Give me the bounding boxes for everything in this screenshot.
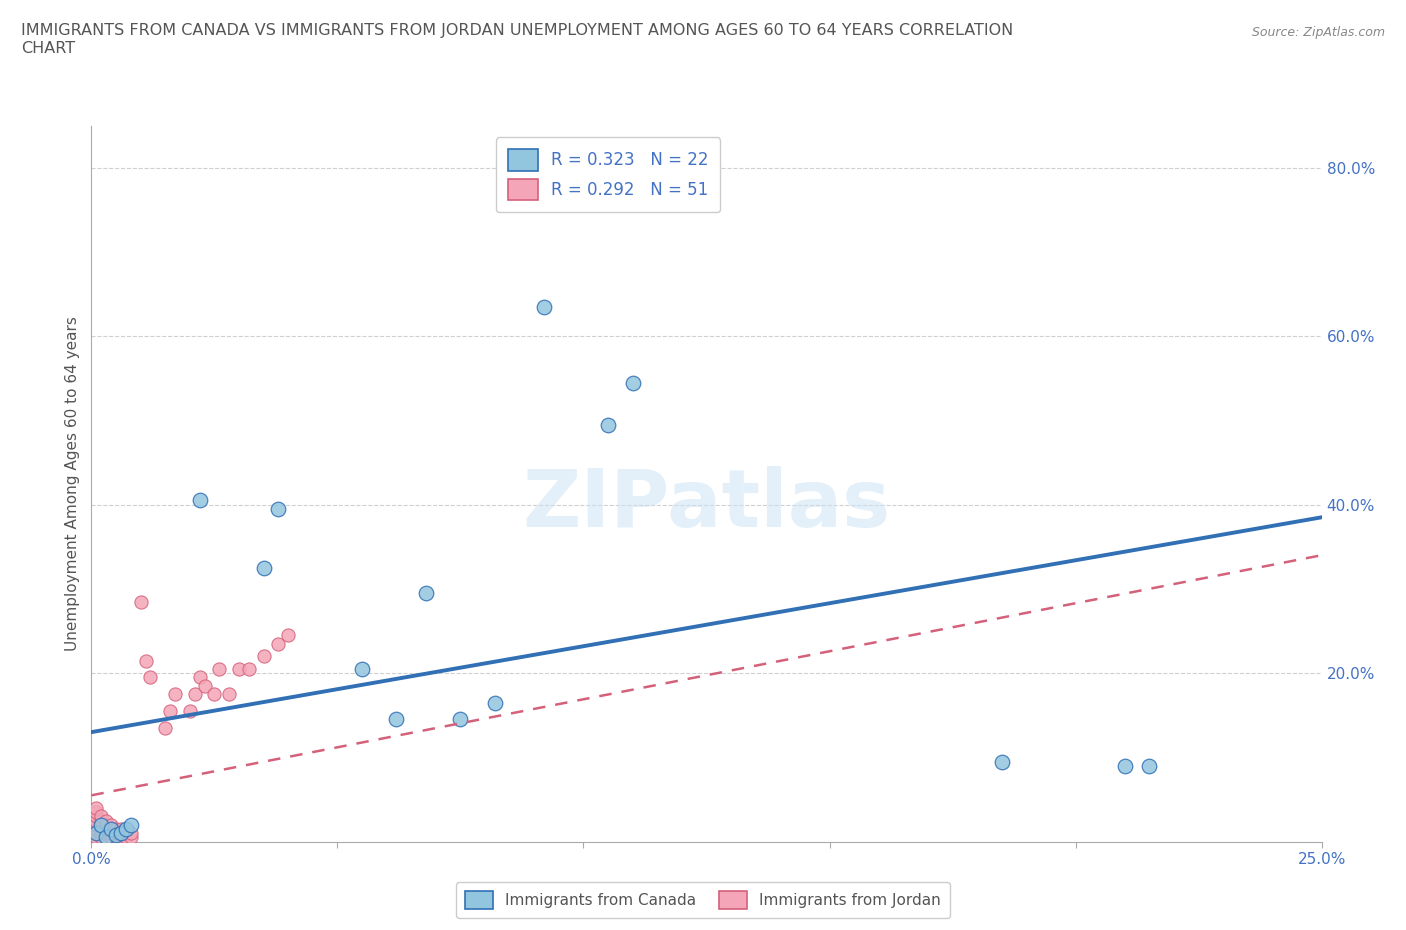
Point	[96, 813, 117, 828]
Point	[1139, 758, 1161, 773]
Point	[110, 830, 132, 844]
Point	[188, 493, 211, 508]
Point	[139, 670, 162, 684]
Point	[183, 686, 207, 701]
Point	[188, 670, 211, 684]
Point	[90, 817, 112, 832]
Point	[153, 721, 177, 736]
Point	[277, 628, 299, 643]
Point	[596, 418, 619, 432]
Point	[990, 754, 1012, 769]
Point	[86, 821, 108, 836]
Point	[90, 817, 112, 832]
Point	[193, 678, 217, 693]
Point	[352, 661, 374, 676]
Point	[90, 809, 112, 824]
Point	[96, 826, 117, 841]
Point	[86, 804, 108, 819]
Y-axis label: Unemployment Among Ages 60 to 64 years: Unemployment Among Ages 60 to 64 years	[65, 316, 80, 651]
Point	[163, 686, 186, 701]
Point	[86, 830, 108, 844]
Point	[90, 826, 112, 841]
Point	[90, 821, 112, 836]
Point	[86, 817, 108, 832]
Point	[86, 826, 108, 841]
Point	[267, 501, 290, 516]
Point	[449, 712, 471, 727]
Point	[114, 830, 138, 844]
Point	[415, 586, 437, 601]
Point	[86, 813, 108, 828]
Point	[105, 828, 127, 843]
Point	[100, 830, 122, 844]
Point	[621, 375, 644, 390]
Point	[110, 826, 132, 841]
Legend: Immigrants from Canada, Immigrants from Jordan: Immigrants from Canada, Immigrants from …	[456, 882, 950, 918]
Point	[253, 649, 276, 664]
Point	[208, 661, 231, 676]
Point	[86, 826, 108, 841]
Point	[267, 636, 290, 651]
Point	[238, 661, 260, 676]
Point	[114, 821, 138, 836]
Point	[105, 826, 127, 841]
Point	[110, 821, 132, 836]
Point	[179, 704, 201, 719]
Point	[202, 686, 225, 701]
Point	[96, 821, 117, 836]
Point	[120, 817, 142, 832]
Point	[90, 830, 112, 844]
Point	[120, 826, 142, 841]
Point	[218, 686, 240, 701]
Point	[100, 821, 122, 836]
Point	[86, 801, 108, 816]
Point	[129, 594, 152, 609]
Point	[105, 821, 127, 836]
Point	[100, 817, 122, 832]
Point	[228, 661, 250, 676]
Point	[253, 561, 276, 576]
Point	[100, 826, 122, 841]
Point	[385, 712, 408, 727]
Point	[105, 830, 127, 844]
Point	[120, 830, 142, 844]
Point	[533, 299, 555, 314]
Point	[96, 830, 117, 844]
Point	[159, 704, 181, 719]
Text: ZIPatlas: ZIPatlas	[523, 466, 890, 544]
Text: Source: ZipAtlas.com: Source: ZipAtlas.com	[1251, 26, 1385, 39]
Point	[1114, 758, 1136, 773]
Point	[114, 826, 138, 841]
Point	[484, 696, 506, 711]
Point	[135, 653, 156, 668]
Legend: R = 0.323   N = 22, R = 0.292   N = 51: R = 0.323 N = 22, R = 0.292 N = 51	[496, 138, 720, 212]
Point	[90, 813, 112, 828]
Point	[100, 821, 122, 836]
Text: IMMIGRANTS FROM CANADA VS IMMIGRANTS FROM JORDAN UNEMPLOYMENT AMONG AGES 60 TO 6: IMMIGRANTS FROM CANADA VS IMMIGRANTS FRO…	[21, 23, 1014, 56]
Point	[110, 826, 132, 841]
Point	[86, 809, 108, 824]
Point	[96, 817, 117, 832]
Point	[96, 830, 117, 844]
